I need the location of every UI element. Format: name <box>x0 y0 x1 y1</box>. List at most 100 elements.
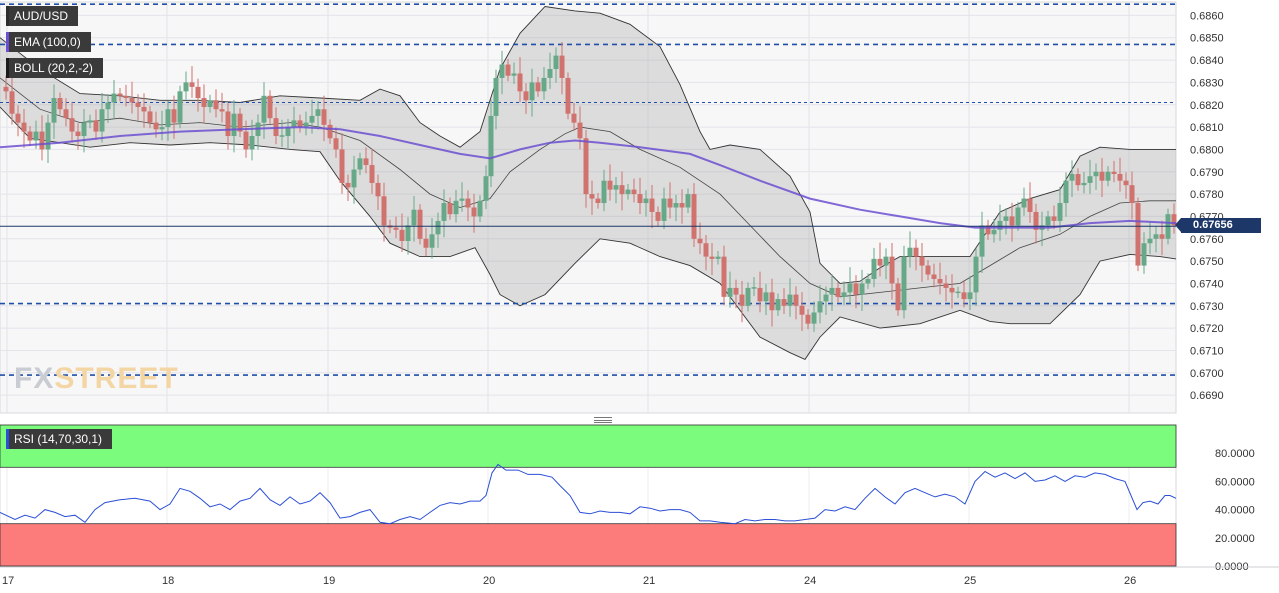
candle-body <box>405 225 411 242</box>
candle-body <box>39 131 45 150</box>
bollinger-upper-line <box>0 6 1176 284</box>
legend-ema[interactable]: EMA (100,0) <box>6 32 91 52</box>
candle-body <box>781 299 787 306</box>
candle-body <box>757 287 763 302</box>
candle-body <box>703 243 709 257</box>
candle-body <box>493 77 499 116</box>
candle-body <box>685 194 691 208</box>
candle-body <box>565 77 571 114</box>
candle-body <box>441 203 447 221</box>
candle-body <box>447 203 453 215</box>
candle-body <box>351 169 357 188</box>
candle-body <box>1021 198 1027 208</box>
pane-splitter-handle[interactable] <box>594 417 612 423</box>
candle-body <box>315 109 321 116</box>
legend-symbol[interactable]: AUD/USD <box>6 6 79 26</box>
candle-body <box>1147 238 1153 244</box>
candle-body <box>417 209 423 239</box>
candle-body <box>57 98 63 110</box>
price-pane <box>0 1 1177 414</box>
candle-body <box>1141 243 1147 266</box>
candle-body <box>901 256 907 311</box>
candle-body <box>171 109 177 123</box>
y-tick-label: 0.6820 <box>1190 100 1224 112</box>
candle-body <box>823 294 829 302</box>
candle-body <box>285 127 291 137</box>
candle-body <box>793 294 799 306</box>
candle-body <box>547 69 553 78</box>
candle-body <box>327 124 333 139</box>
candle-body <box>745 287 751 306</box>
candle-body <box>69 118 75 132</box>
candle-body <box>913 247 919 257</box>
candle-body <box>471 207 477 217</box>
candle-body <box>721 256 727 297</box>
candle-body <box>499 64 505 78</box>
candle-body <box>1117 173 1123 181</box>
candle-body <box>213 100 219 110</box>
candle-body <box>105 102 111 110</box>
candle-body <box>577 122 583 139</box>
candle-body <box>841 292 847 297</box>
candle-body <box>1123 180 1129 186</box>
candle-body <box>1057 203 1063 221</box>
candle-body <box>1033 211 1039 230</box>
candle-body <box>1099 171 1105 181</box>
candle-body <box>661 198 667 221</box>
legend-boll-label: BOLL (20,2,-2) <box>14 61 93 75</box>
legend-swatch <box>6 6 9 26</box>
candle-body <box>225 111 231 137</box>
candle-body <box>1009 216 1015 226</box>
y-tick-label: 0.6790 <box>1190 167 1224 179</box>
candle-body <box>865 278 871 284</box>
candle-body <box>453 200 459 215</box>
candle-body <box>369 165 375 183</box>
legend-rsi[interactable]: RSI (14,70,30,1) <box>6 429 113 449</box>
legend-boll[interactable]: BOLL (20,2,-2) <box>6 58 103 78</box>
candle-body <box>1105 171 1111 181</box>
candle-body <box>1063 180 1069 204</box>
candle-body <box>1075 173 1081 186</box>
candle-body <box>943 283 949 288</box>
candle-body <box>357 158 363 170</box>
candle-body <box>697 238 703 244</box>
y-tick-label: 0.6800 <box>1190 144 1224 156</box>
candle-body <box>87 120 93 123</box>
candle-body <box>135 102 141 107</box>
y-tick-label: 0.6760 <box>1190 234 1224 246</box>
candle-body <box>249 136 255 150</box>
candle-body <box>488 115 494 177</box>
candle-body <box>961 292 967 300</box>
candle-body <box>1153 234 1159 239</box>
fxstreet-logo: FXSTREET <box>14 362 179 396</box>
candle-body <box>739 294 745 306</box>
candle-body <box>183 82 189 92</box>
candle-body <box>985 225 991 235</box>
candle-body <box>207 100 213 107</box>
candle-body <box>619 185 625 195</box>
candle-body <box>201 98 207 107</box>
candle-body <box>435 220 441 235</box>
candle-body <box>529 82 535 101</box>
candle-body <box>321 109 327 125</box>
legend-ema-swatch <box>6 32 9 52</box>
candle-body <box>21 122 27 132</box>
candle-body <box>1093 171 1099 177</box>
candle-body <box>303 122 309 128</box>
candle-body <box>483 176 489 201</box>
candle-body <box>715 256 721 259</box>
candle-body <box>649 198 655 212</box>
candle-body <box>243 131 249 150</box>
candle-body <box>931 274 937 279</box>
candle-body <box>15 113 21 123</box>
candle-body <box>261 95 267 123</box>
y-tick-label: 0.6780 <box>1190 189 1224 201</box>
candle-body <box>1015 207 1021 226</box>
candle-body <box>799 305 805 315</box>
candle-body <box>517 73 523 92</box>
candle-body <box>595 198 601 204</box>
last-price-value: 0.67656 <box>1193 219 1233 231</box>
candle-body <box>147 111 153 123</box>
rsi-y-tick-label: 20.0000 <box>1215 533 1255 545</box>
